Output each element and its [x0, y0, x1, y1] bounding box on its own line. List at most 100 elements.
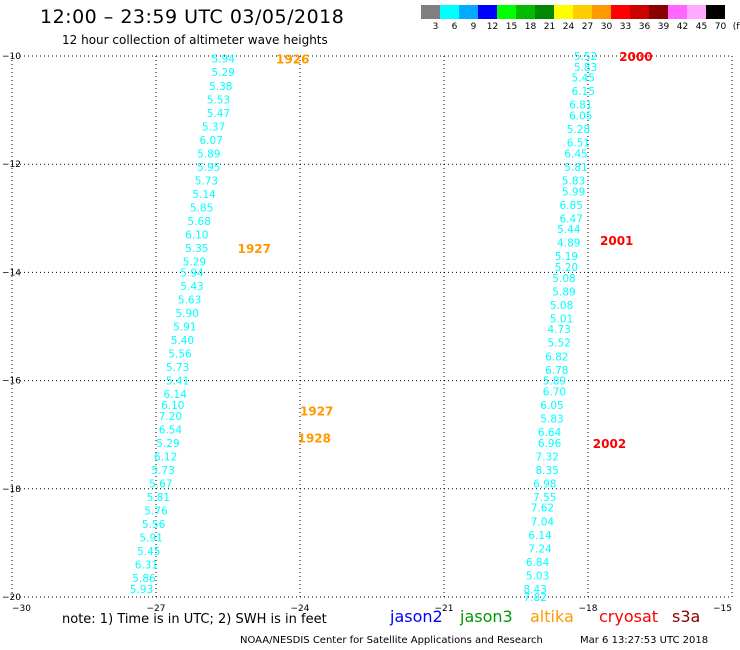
wave-height-value: 5.14: [192, 189, 216, 201]
wave-height-value: 6.14: [528, 530, 552, 542]
wave-height-value: 7.32: [536, 451, 559, 463]
wave-height-value: 6.47: [560, 213, 583, 225]
color-scale-cell: [668, 5, 687, 19]
wave-height-value: 6.12: [154, 451, 177, 463]
footer-timestamp: Mar 6 13:27:53 UTC 2018: [580, 635, 709, 646]
x-tick-label: −21: [435, 604, 454, 614]
time-label: 2002: [593, 437, 626, 451]
color-scale-cell: [706, 5, 725, 19]
color-scale-tick: 33: [619, 22, 632, 32]
legend-jason2: jason2: [390, 607, 443, 626]
x-tick-label: −24: [291, 604, 310, 614]
wave-height-value: 5.73: [195, 175, 218, 187]
wave-height-value: 6.10: [185, 230, 208, 242]
wave-height-value: 5.29: [156, 438, 179, 450]
wave-height-value: 5.56: [142, 519, 166, 531]
wave-height-value: 5.89: [543, 376, 566, 388]
color-scale-cell: [421, 5, 440, 19]
color-scale-tick: 21: [543, 22, 556, 32]
wave-height-value: 5.86: [132, 573, 156, 585]
wave-height-value: 7.62: [531, 503, 554, 515]
wave-height-value: 5.28: [567, 124, 590, 136]
wave-height-value: 5.85: [190, 202, 213, 214]
chart-subtitle: 12 hour collection of altimeter wave hei…: [62, 33, 328, 47]
wave-height-value: 5.67: [149, 478, 172, 490]
wave-height-value: 5.89: [197, 148, 220, 160]
wave-height-value: 7.55: [533, 492, 556, 504]
wave-height-value: 4.89: [557, 238, 580, 250]
wave-height-value: 6.15: [572, 86, 595, 98]
time-label: 1926: [276, 53, 309, 67]
time-label: 2001: [600, 234, 633, 248]
wave-height-value: 6.84: [526, 557, 550, 569]
wave-height-value: 5.45: [572, 73, 595, 85]
color-scale-tick: 24: [562, 22, 575, 32]
wave-height-value: 5.53: [207, 94, 230, 106]
legend-cryosat: cryosat: [599, 607, 659, 626]
wave-height-value: 6.05: [569, 111, 592, 123]
color-scale-tick: 3: [432, 22, 439, 32]
color-scale-cell: [687, 5, 706, 19]
wave-height-value: 5.83: [540, 413, 563, 425]
color-scale-cell: [554, 5, 573, 19]
wave-height-value: 5.90: [176, 308, 199, 320]
color-scale-tick: 70: [714, 22, 727, 32]
wave-height-value: 7.24: [528, 543, 552, 555]
color-scale-cell: [630, 5, 649, 19]
wave-height-value: 5.93: [130, 584, 153, 596]
legend-s3a: s3a: [672, 607, 701, 626]
wave-height-value: 7.04: [531, 516, 555, 528]
color-scale-cell: [516, 5, 535, 19]
wave-height-value: 5.68: [188, 216, 211, 228]
wave-height-value: 6.54: [159, 424, 183, 436]
time-label: 1927: [238, 242, 271, 256]
wave-height-value: 6.31: [135, 560, 158, 572]
wave-height-value: 5.99: [562, 186, 585, 198]
y-tick-label: −18: [2, 485, 21, 495]
wave-height-value: 5.94: [180, 267, 204, 279]
x-tick-label: −27: [147, 604, 166, 614]
wave-height-value: 5.95: [197, 162, 220, 174]
wave-height-value: 5.08: [552, 273, 575, 285]
y-tick-label: −16: [2, 377, 21, 387]
color-scale-cell: [478, 5, 497, 19]
wave-height-value: 6.82: [545, 351, 568, 363]
chart-title: 12:00 – 23:59 UTC 03/05/2018: [40, 6, 345, 28]
wave-height-value: 6.10: [161, 400, 184, 412]
color-scale-cell: [535, 5, 554, 19]
wave-height-value: 5.73: [166, 362, 189, 374]
color-scale-tick: 42: [676, 22, 689, 32]
wave-height-value: 6.45: [564, 148, 587, 160]
note-text: note: 1) Time is in UTC; 2) SWH is in fe…: [62, 612, 327, 627]
wave-height-value: 5.20: [555, 262, 578, 274]
time-label: 2000: [619, 50, 652, 64]
wave-height-value: 5.03: [526, 570, 549, 582]
wave-height-value: 6.05: [540, 400, 563, 412]
wave-height-value: 5.81: [147, 492, 170, 504]
y-tick-label: −20: [2, 593, 21, 603]
wave-height-value: 5.76: [144, 505, 168, 517]
wave-height-value: 5.08: [550, 300, 573, 312]
wave-height-value: 4.73: [548, 324, 571, 336]
color-scale-bar: [421, 5, 725, 19]
wave-height-value: 6.51: [567, 138, 590, 150]
wave-height-value: 5.01: [550, 313, 573, 325]
wave-height-value: 6.14: [164, 389, 188, 401]
wave-height-value: 5.29: [212, 67, 235, 79]
wave-height-value: 5.38: [209, 81, 232, 93]
color-scale-tick: 15: [505, 22, 518, 32]
wave-height-value: 5.37: [202, 121, 225, 133]
color-scale-cell: [440, 5, 459, 19]
color-scale-tick: 30: [600, 22, 613, 32]
color-scale-tick: 18: [524, 22, 537, 32]
color-scale-cell: [592, 5, 611, 19]
color-scale-tick: 9: [470, 22, 477, 32]
wave-height-value: 6.70: [543, 386, 566, 398]
color-scale-tick: 39: [657, 22, 670, 32]
wave-height-value: 5.63: [178, 294, 201, 306]
wave-height-value: 5.44: [557, 224, 581, 236]
color-scale-cell: [611, 5, 630, 19]
wave-height-value: 5.52: [548, 338, 571, 350]
